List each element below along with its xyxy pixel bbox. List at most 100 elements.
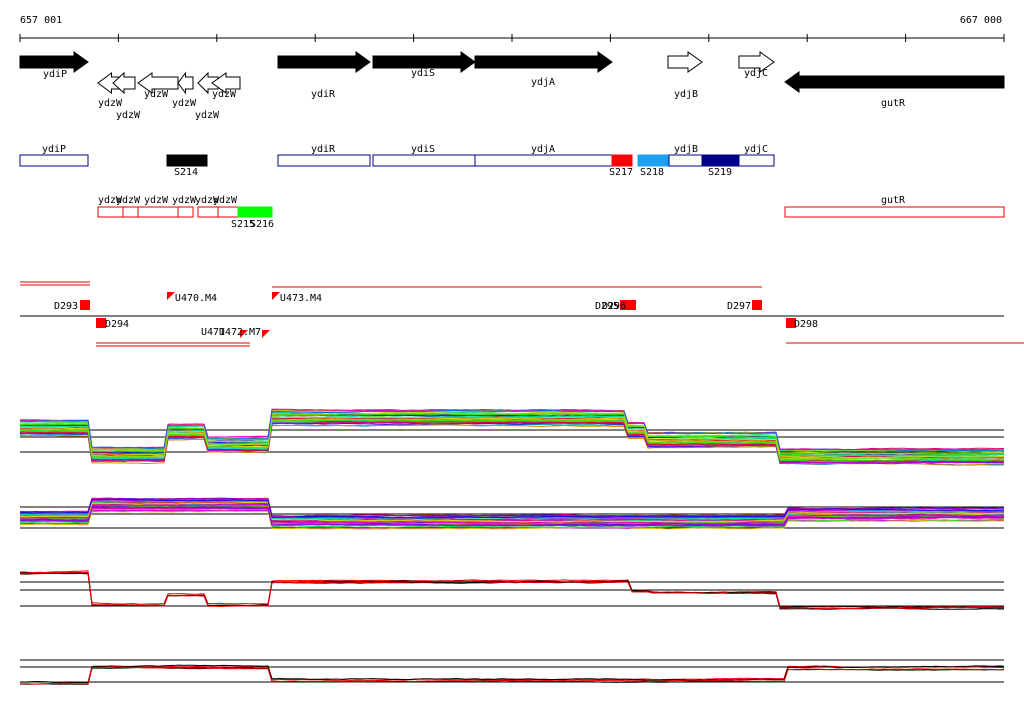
transcript-box [237, 206, 256, 218]
probe-mark [80, 300, 90, 310]
cds-box [277, 154, 371, 167]
gene-arrow [177, 71, 194, 95]
cds-label: S218 [640, 167, 664, 178]
expression-trace [19, 510, 1005, 530]
probe-label: D297 [727, 301, 751, 312]
transcript-box [254, 206, 273, 218]
cds-box [19, 154, 89, 167]
gene-arrow [784, 71, 1005, 93]
expression-trace [19, 424, 1005, 466]
expression-trace [19, 418, 1005, 460]
probe-flag [262, 330, 270, 338]
gene-label: ydzW [195, 110, 220, 121]
cds-box [701, 154, 740, 167]
expression-trace [19, 664, 1005, 684]
probe-mark [786, 318, 796, 328]
gene-label: ydiS [411, 68, 435, 79]
probe-label: D293 [54, 301, 78, 312]
probe-mark [620, 300, 630, 310]
cds-box [166, 154, 208, 167]
transcript-label: ydzW [213, 195, 238, 206]
cds-box [668, 154, 703, 167]
transcript-box [97, 206, 124, 218]
probe-label: U473.M4 [280, 293, 322, 304]
probe-mark [96, 318, 106, 328]
transcript-label: ydzW [98, 195, 123, 206]
gene-arrow [667, 51, 703, 73]
cds-label: ydiR [311, 144, 336, 155]
expression-trace [19, 665, 1005, 684]
expression-trace [19, 409, 1005, 452]
cds-box [611, 154, 633, 167]
ruler-end: 667 000 [960, 15, 1002, 26]
cds-label: S214 [174, 167, 198, 178]
probe-mark [752, 300, 762, 310]
gene-arrow [137, 72, 179, 94]
gene-arrow [19, 51, 89, 73]
expression-trace [20, 419, 1005, 462]
cds-box [474, 154, 613, 167]
transcript-box [177, 206, 194, 218]
cds-label: S219 [708, 167, 732, 178]
cds-label: ydjC [744, 144, 768, 155]
transcript-label: S216 [250, 219, 274, 230]
probe-label: D295 [595, 301, 619, 312]
transcript-label: ydzW [172, 195, 197, 206]
gene-label: ydzW [116, 110, 141, 121]
gene-label: ydzW [98, 98, 123, 109]
gene-label: ydiP [43, 69, 67, 80]
gene-arrow [277, 51, 371, 73]
gene-arrow [197, 71, 219, 95]
gene-arrow [738, 51, 775, 73]
gene-label: ydzW [144, 89, 169, 100]
transcript-box [784, 206, 1005, 218]
expression-trace [19, 570, 1005, 608]
probe-label: U471 [201, 327, 225, 338]
probe-flag [272, 292, 280, 300]
gene-arrow [211, 72, 241, 94]
expression-trace [20, 572, 1004, 610]
transcript-box [122, 206, 139, 218]
cds-label: ydiP [42, 144, 66, 155]
gene-label: ydjB [674, 89, 698, 100]
probe-mark [626, 300, 636, 310]
probe-flag [240, 330, 248, 338]
probe-flag [167, 292, 175, 300]
transcript-box [217, 206, 239, 218]
expression-trace [19, 506, 1004, 527]
cds-label: ydiS [411, 144, 435, 155]
transcript-box [137, 206, 179, 218]
gene-arrow [372, 51, 476, 73]
probe-label: D298 [794, 319, 818, 330]
gene-label: ydzW [172, 98, 197, 109]
gene-label: ydzW [212, 89, 237, 100]
cds-box [738, 154, 775, 167]
expression-trace [20, 411, 1005, 455]
ruler-start: 657 001 [20, 15, 62, 26]
transcript-label: gutR [881, 195, 906, 206]
cds-label: ydjB [674, 144, 698, 155]
cds-label: ydjA [531, 144, 555, 155]
transcript-label: S215 [231, 219, 255, 230]
cds-box [637, 154, 670, 167]
transcript-box [197, 206, 219, 218]
expression-trace [19, 666, 1005, 685]
expression-trace [19, 498, 1005, 519]
probe-label: U470.M4 [175, 293, 217, 304]
cds-box [372, 154, 476, 167]
transcript-label: ydzW [144, 195, 169, 206]
gene-label: ydjA [531, 77, 555, 88]
expression-trace [20, 508, 1004, 529]
transcript-label: ydzW [116, 195, 141, 206]
expression-trace [19, 503, 1005, 525]
gene-label: gutR [881, 98, 906, 109]
transcript-label: ydzW [195, 195, 220, 206]
cds-label: S217 [609, 167, 633, 178]
expression-trace [19, 416, 1005, 459]
gene-label: ydjC [744, 68, 768, 79]
expression-trace [19, 571, 1005, 610]
gene-label: ydiR [311, 89, 336, 100]
probe-label: D296 [602, 301, 626, 312]
gene-arrow [474, 51, 613, 73]
